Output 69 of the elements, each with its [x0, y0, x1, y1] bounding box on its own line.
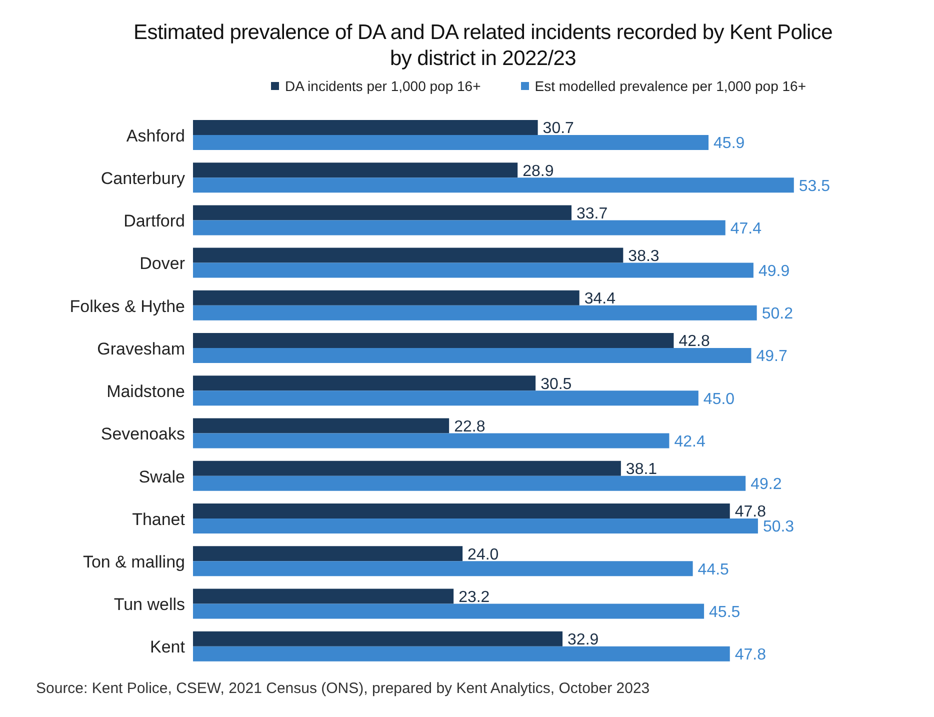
bar — [193, 333, 674, 348]
bar — [193, 220, 726, 236]
y-tick-label: Canterbury — [100, 168, 186, 188]
bar — [193, 588, 454, 604]
data-label: 30.7 — [542, 120, 574, 138]
data-label: 45.9 — [714, 135, 745, 152]
data-label: 50.3 — [762, 518, 794, 536]
bar — [193, 476, 746, 491]
bar — [193, 305, 757, 320]
y-tick-label: Tun wells — [114, 595, 185, 614]
bar — [193, 290, 580, 306]
data-label: 42.8 — [678, 333, 710, 350]
chart-title: Estimated prevalence of DA and DA related incidents recorded by Kent Police by district in 2022/23 — [132, 20, 834, 72]
y-tick-label: Thanet — [132, 510, 186, 529]
bar — [193, 134, 709, 150]
y-tick-label: Gravesham — [97, 339, 185, 358]
legend-label: Est modelled prevalence per 1,000 pop 16+ — [534, 78, 806, 94]
bar — [193, 262, 754, 278]
bar — [193, 518, 758, 534]
bar — [193, 390, 698, 406]
data-label: 47.8 — [734, 504, 766, 521]
data-label: 50.2 — [762, 306, 794, 323]
y-tick-label: Ashford — [126, 126, 185, 146]
data-label: 38.3 — [628, 248, 660, 265]
data-label: 42.4 — [674, 433, 706, 450]
bar — [193, 646, 730, 662]
bar — [193, 205, 572, 220]
data-label: 49.2 — [750, 476, 782, 494]
bar — [193, 162, 518, 178]
source-note: Source: Kent Police, CSEW, 2021 Census (ONS), prepared by Kent Analytics, October 2023 — [36, 680, 650, 697]
data-label: 47.8 — [734, 646, 766, 664]
y-tick-label: Swale — [138, 467, 185, 486]
data-label: 45.5 — [709, 604, 740, 621]
data-label: 24.0 — [468, 546, 499, 564]
data-label: 34.4 — [584, 290, 616, 308]
bar — [193, 604, 704, 619]
data-label: 33.7 — [576, 205, 608, 222]
data-label: 30.5 — [540, 376, 572, 393]
bar — [193, 504, 730, 519]
bar — [193, 178, 794, 193]
data-label: 49.7 — [756, 348, 788, 366]
data-label: 49.9 — [758, 262, 790, 280]
data-label: 28.9 — [522, 162, 554, 180]
bar — [193, 546, 463, 562]
data-label: 22.8 — [454, 418, 486, 436]
legend-label: DA incidents per 1,000 pop 16+ — [284, 78, 481, 94]
bar — [193, 418, 450, 434]
data-label: 44.5 — [698, 561, 730, 578]
bar — [193, 631, 563, 646]
bar — [193, 460, 621, 476]
data-label: 23.2 — [458, 588, 490, 606]
data-label: 38.1 — [626, 461, 658, 478]
bar — [193, 248, 624, 263]
y-tick-label: Dartford — [124, 212, 185, 231]
bar — [193, 120, 538, 135]
y-tick-label: Sevenoaks — [100, 424, 185, 444]
y-tick-label: Kent — [150, 638, 186, 657]
y-tick-label: Ton & malling — [82, 552, 185, 572]
y-tick-label: Dover — [140, 254, 186, 274]
y-tick-label: Maidstone — [106, 382, 185, 402]
bar — [193, 348, 752, 364]
data-label: 32.9 — [568, 632, 599, 649]
data-label: 53.5 — [798, 178, 830, 195]
bar — [193, 376, 536, 391]
bar — [193, 561, 693, 576]
y-tick-label: Folkes & Hythe — [70, 296, 185, 316]
bar — [193, 433, 670, 448]
data-label: 45.0 — [703, 390, 735, 408]
data-label: 47.4 — [730, 220, 762, 238]
